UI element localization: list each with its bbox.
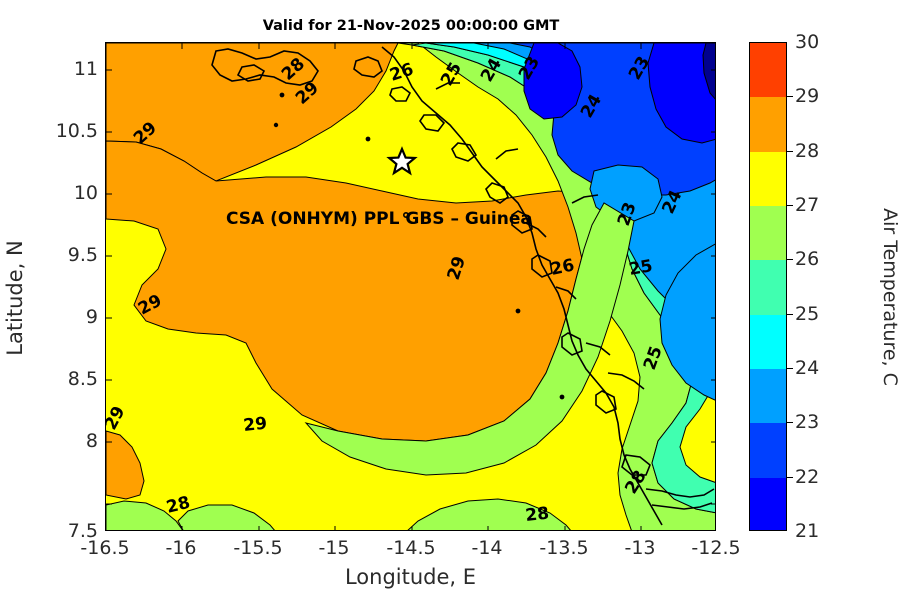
colorbar-tick-28: 28 bbox=[795, 140, 820, 162]
band-21-22-corner bbox=[702, 43, 715, 100]
x-tick--15: -15 bbox=[318, 537, 350, 559]
colorbar-tick-29: 29 bbox=[795, 85, 820, 107]
band-27-28-bottom-mid bbox=[177, 504, 275, 530]
colorbar-tick-27: 27 bbox=[795, 194, 820, 216]
colorbar-tickmark-24 bbox=[787, 368, 793, 369]
colorbar-tick-labels: 30 29 28 27 26 25 24 23 22 21 bbox=[787, 31, 847, 542]
coastline-layer bbox=[211, 46, 715, 526]
x-tick--16.5: -16.5 bbox=[80, 537, 130, 559]
colorbar-tick-23: 23 bbox=[795, 411, 820, 433]
colorbar-tickmark-22 bbox=[787, 477, 793, 478]
colorbar-tickmark-28 bbox=[787, 151, 793, 152]
y-tick-9: 9 bbox=[85, 306, 98, 328]
colorbar-band-28-29 bbox=[750, 97, 786, 152]
band-29-30-blob bbox=[106, 430, 145, 500]
contour-label-20: 28 bbox=[524, 504, 550, 526]
star-marker[interactable] bbox=[386, 146, 418, 176]
colorbar-band-29-30 bbox=[750, 43, 786, 98]
colorbar-tick-25: 25 bbox=[795, 303, 820, 325]
x-axis-title: Longitude, E bbox=[344, 565, 477, 589]
y-tick-10.5: 10.5 bbox=[55, 120, 98, 142]
colorbar-band-25-26 bbox=[750, 260, 786, 315]
contour-label-12: 25 bbox=[627, 256, 654, 280]
page-title: Valid for 21-Nov-2025 00:00:00 GMT bbox=[262, 18, 560, 34]
axis-tick-marks bbox=[106, 43, 715, 530]
contour-label-11: 26 bbox=[549, 255, 576, 279]
x-tick--13: -13 bbox=[624, 537, 656, 559]
colorbar-tick-30: 30 bbox=[795, 31, 820, 53]
colorbar-title: Air Temperature, C bbox=[879, 208, 900, 386]
x-tick--13.5: -13.5 bbox=[539, 537, 589, 559]
y-tick-8: 8 bbox=[85, 430, 98, 452]
colorbar-tickmark-27 bbox=[787, 205, 793, 206]
colorbar-tick-21: 21 bbox=[795, 520, 820, 542]
colorbar-band-22-23 bbox=[750, 423, 786, 478]
colorbar-tickmark-23 bbox=[787, 422, 793, 423]
filled-contour-bands bbox=[106, 43, 715, 530]
band-24-25-tongue bbox=[659, 243, 715, 401]
y-tick-8.5: 8.5 bbox=[67, 368, 98, 390]
y-tick-10: 10 bbox=[73, 182, 98, 204]
x-tick--15.5: -15.5 bbox=[233, 537, 283, 559]
band-22-23-pocket-right bbox=[647, 43, 715, 144]
y-tick-11: 11 bbox=[73, 58, 98, 80]
band-27-28-bottom-right bbox=[407, 498, 571, 530]
contour-label-17: 29 bbox=[242, 414, 268, 436]
temperature-field: 29 28 29 26 25 24 23 23 24 23 24 26 25 2… bbox=[106, 43, 715, 530]
colorbar-band-26-27 bbox=[750, 205, 786, 261]
contour-plot: 29 28 29 26 25 24 23 23 24 23 24 26 25 2… bbox=[105, 42, 716, 531]
site-annotation-label: CSA (ONHYM) PPL GBS – Guinea bbox=[226, 209, 532, 229]
y-axis-title: Latitude, N bbox=[3, 240, 27, 356]
colorbar-band-21-22 bbox=[750, 477, 786, 530]
x-tick--12.5: -12.5 bbox=[691, 537, 741, 559]
x-tick--14.5: -14.5 bbox=[386, 537, 436, 559]
colorbar-tick-24: 24 bbox=[795, 357, 820, 379]
colorbar-band-24-25 bbox=[750, 314, 786, 369]
colorbar-tickmark-25 bbox=[787, 314, 793, 315]
x-tick--14: -14 bbox=[471, 537, 503, 559]
colorbar-tickmark-29 bbox=[787, 96, 793, 97]
colorbar-band-27-28 bbox=[750, 151, 786, 206]
coastal-green-band bbox=[304, 202, 635, 476]
colorbar-tickmark-26 bbox=[787, 259, 793, 260]
colorbar-band-23-24 bbox=[750, 368, 786, 424]
colorbar[interactable] bbox=[749, 42, 787, 531]
colorbar-tick-22: 22 bbox=[795, 466, 820, 488]
band-22-23-pocket-left bbox=[523, 43, 583, 120]
y-tick-9.5: 9.5 bbox=[67, 244, 98, 266]
colorbar-tick-26: 26 bbox=[795, 248, 820, 270]
y-axis-tick-labels: 7.5 8 8.5 9 9.5 10 10.5 11 bbox=[0, 0, 98, 600]
x-tick--16: -16 bbox=[165, 537, 197, 559]
y-tick-7.5: 7.5 bbox=[67, 520, 98, 542]
